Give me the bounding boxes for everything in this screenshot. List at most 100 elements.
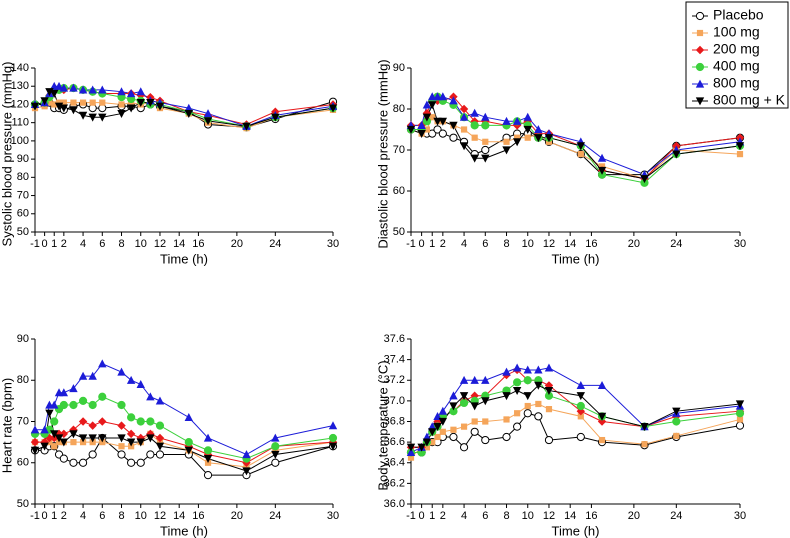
- data-point: [88, 400, 97, 410]
- y-tick-label: 36.4: [384, 457, 405, 469]
- x-tick-label: -1: [30, 238, 40, 250]
- data-point: [50, 417, 59, 426]
- data-point: [155, 433, 165, 443]
- x-tick-label: 14: [173, 510, 185, 522]
- data-point: [45, 409, 54, 418]
- data-point: [534, 381, 543, 390]
- data-point: [30, 425, 40, 434]
- data-point: [434, 433, 441, 441]
- x-tick-label: 10: [135, 510, 147, 522]
- data-point: [736, 151, 744, 158]
- data-point: [433, 125, 442, 134]
- x-tick-label: 14: [564, 510, 576, 522]
- x-tick-label: 2: [440, 510, 446, 522]
- data-point: [428, 428, 437, 437]
- data-point: [482, 418, 489, 425]
- data-point: [98, 359, 107, 368]
- data-point: [735, 409, 745, 418]
- x-tick-label: 24: [670, 510, 682, 522]
- data-point: [513, 378, 522, 387]
- data-point: [88, 450, 97, 459]
- data-point: [470, 402, 479, 411]
- data-point: [51, 443, 58, 450]
- data-point: [450, 426, 457, 433]
- data-point: [203, 109, 213, 118]
- x-tick-label: 6: [482, 510, 488, 522]
- data-point: [470, 375, 479, 384]
- legend-marker: [695, 11, 705, 21]
- x-tick-label: -1: [406, 238, 416, 250]
- data-point: [524, 134, 531, 141]
- data-point: [59, 104, 69, 113]
- series-line: [410, 367, 741, 453]
- x-tick-label: 4: [80, 510, 86, 522]
- series-line: [35, 437, 334, 476]
- data-point: [50, 430, 59, 439]
- x-tick-label: 12: [543, 238, 555, 250]
- x-tick-label: 6: [99, 238, 105, 250]
- data-point: [544, 134, 554, 143]
- data-point: [69, 458, 78, 467]
- data-point: [576, 392, 586, 401]
- data-point: [406, 448, 416, 457]
- data-point: [470, 121, 479, 130]
- legend-marker: [695, 79, 705, 88]
- x-tick-label: 1: [51, 510, 57, 522]
- x-tick-label: -1: [406, 510, 416, 522]
- legend-label: Placebo: [713, 7, 764, 23]
- data-point: [438, 92, 448, 101]
- y-tick-label: 37.2: [384, 374, 405, 386]
- data-point: [514, 410, 521, 417]
- data-point: [597, 381, 607, 390]
- x-axis-label: Time (h): [160, 251, 208, 266]
- data-point: [99, 99, 106, 106]
- data-point: [438, 129, 447, 138]
- x-tick-label: 6: [482, 238, 488, 250]
- x-tick-label: 16: [192, 510, 204, 522]
- data-point: [523, 376, 532, 385]
- data-point: [449, 121, 458, 130]
- data-point: [184, 438, 193, 447]
- data-point: [146, 434, 155, 443]
- data-point: [523, 409, 532, 418]
- data-point: [242, 467, 251, 476]
- data-point: [577, 413, 584, 420]
- x-tick-label: 1: [429, 510, 435, 522]
- data-point: [503, 416, 510, 423]
- data-point: [242, 450, 251, 459]
- x-tick-label: 0: [419, 238, 425, 250]
- data-point: [136, 417, 145, 426]
- data-point: [88, 434, 97, 443]
- data-point: [672, 417, 681, 426]
- x-tick-label: -1: [30, 510, 40, 522]
- data-point: [78, 371, 88, 380]
- y-tick-label: 90: [393, 62, 405, 74]
- data-point: [155, 450, 165, 459]
- data-point: [51, 101, 58, 108]
- x-tick-label: 30: [734, 510, 746, 522]
- data-point: [70, 439, 77, 446]
- data-point: [598, 436, 606, 444]
- x-tick-label: 12: [154, 238, 166, 250]
- data-point: [98, 417, 107, 426]
- data-point: [534, 365, 543, 374]
- data-point: [502, 432, 511, 442]
- y-tick-label: 37.6: [384, 333, 405, 345]
- data-point: [512, 116, 522, 125]
- y-axis-label: Heart rate (bpm): [0, 378, 14, 473]
- data-point: [117, 400, 126, 410]
- x-tick-label: 2: [61, 510, 67, 522]
- legend-label: 200 mg: [713, 41, 760, 57]
- y-tick-label: 140: [11, 62, 29, 74]
- data-point: [735, 142, 745, 151]
- data-point: [184, 103, 194, 112]
- data-point: [470, 427, 479, 436]
- series-line: [411, 384, 741, 448]
- series-line: [411, 379, 741, 453]
- legend-marker: [696, 29, 704, 37]
- data-point: [69, 106, 78, 115]
- data-point: [54, 434, 64, 443]
- data-point: [203, 455, 213, 464]
- y-tick-label: 36.2: [384, 477, 405, 489]
